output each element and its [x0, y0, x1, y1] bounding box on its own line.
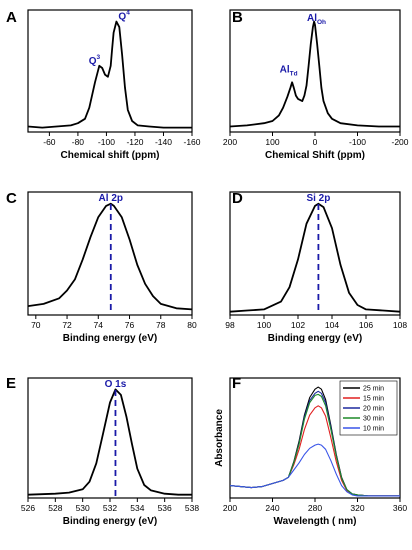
panel-b-x-tick-label: 200 — [223, 137, 237, 147]
panel-b: B 200 100 0 -100 -200 Chemical Shift (ppm) AlTd… — [223, 9, 409, 161]
panel-d-x-tick-label: 106 — [359, 320, 373, 330]
panel-a-frame — [27, 9, 193, 133]
panel-c-x-tick-label: 70 — [31, 320, 41, 330]
panel-c-series-line — [27, 202, 193, 311]
panel-a-peak-label: Q3 — [89, 54, 101, 67]
panel-d-x-tick-label: 104 — [325, 320, 339, 330]
panel-f-x-tick-label: 320 — [350, 503, 364, 513]
panel-e-frame — [27, 377, 193, 499]
panel-c-x-axis-label: Binding energy (eV) — [63, 333, 157, 344]
panel-b-x-tick-label: 100 — [265, 137, 279, 147]
panel-c-frame — [27, 191, 193, 316]
panel-d-x-tick-label: 100 — [257, 320, 271, 330]
panel-e-x-tick-label: 538 — [185, 503, 199, 513]
panel-c-x-tick-label: 76 — [125, 320, 135, 330]
panel-f-x-axis-label: Wavelength ( nm) — [274, 516, 357, 527]
panel-d-frame — [229, 191, 401, 316]
panel-e: E 526 528 530 532 534 536 538 Binding energy (eV… — [6, 375, 199, 527]
legend-label: 10 min — [363, 426, 384, 433]
panel-a-x-axis-label: Chemical shift (ppm) — [61, 150, 160, 161]
panel-a-letter: A — [6, 9, 17, 26]
panel-b-series-line — [229, 20, 400, 128]
panel-b-x-tick-label: 0 — [313, 137, 318, 147]
panel-e-series-line — [27, 388, 192, 496]
panel-a-series-line — [27, 20, 192, 129]
panel-b-letter: B — [232, 9, 243, 26]
legend-label: 30 min — [363, 416, 384, 423]
panel-f-x-tick-label: 280 — [308, 503, 322, 513]
panel-c-x-tick-label: 80 — [187, 320, 197, 330]
panel-d-x-tick-label: 108 — [393, 320, 407, 330]
panel-e-x-tick-label: 532 — [103, 503, 117, 513]
legend-label: 15 min — [363, 396, 384, 403]
panel-e-x-axis-label: Binding energy (eV) — [63, 516, 157, 527]
panel-e-x-tick-label: 526 — [21, 503, 35, 513]
panel-e-x-tick-label: 534 — [130, 503, 144, 513]
panel-e-x-tick-label: 528 — [48, 503, 62, 513]
panel-f-legend: 25 min 15 min 20 min 30 min 10 min — [339, 380, 398, 436]
panel-e-peak-label: O 1s — [105, 379, 127, 390]
panel-f-x-tick-label: 360 — [393, 503, 407, 513]
panel-a-x-tick-label: -120 — [126, 137, 143, 147]
panel-c-letter: C — [6, 190, 17, 207]
panel-b-peak-label: AlOh — [307, 13, 326, 26]
panel-a-x-tick-label: -100 — [98, 137, 115, 147]
panel-d-x-tick-label: 98 — [225, 320, 235, 330]
panel-a-x-tick-label: -140 — [155, 137, 172, 147]
panel-a-x-tick-label: -80 — [72, 137, 85, 147]
panel-a: A -60 -80 -100 -120 -140 -160 Chemical shift (p… — [6, 9, 201, 161]
panel-c-peak-label: Al 2p — [99, 193, 123, 204]
panel-f-x-tick-label: 200 — [223, 503, 237, 513]
panel-d-letter: D — [232, 190, 243, 207]
legend-label: 25 min — [363, 386, 384, 393]
panel-b-x-tick-label: -200 — [391, 137, 408, 147]
panel-b-x-tick-label: -100 — [349, 137, 366, 147]
panel-a-x-tick-label: -160 — [183, 137, 200, 147]
panel-e-x-tick-label: 536 — [158, 503, 172, 513]
panel-c: C 70 72 74 76 78 80 Binding energy (eV) Al 2p — [6, 190, 197, 344]
panel-e-x-tick-label: 530 — [76, 503, 90, 513]
panel-d-series-line — [229, 202, 401, 313]
panel-f-letter: F — [232, 375, 241, 392]
panel-a-peak-label: Q4 — [118, 10, 130, 23]
panel-e-letter: E — [6, 375, 16, 392]
panel-f: F 200 240 280 320 360 Wavelength ( nm) Absorban… — [214, 375, 407, 527]
panel-d-x-tick-label: 102 — [291, 320, 305, 330]
panel-a-x-tick-label: -60 — [43, 137, 56, 147]
panel-c-x-tick-label: 78 — [156, 320, 166, 330]
panel-c-x-tick-label: 74 — [94, 320, 104, 330]
panel-f-x-tick-label: 240 — [265, 503, 279, 513]
panel-d-x-axis-label: Binding energy (eV) — [268, 333, 362, 344]
panel-d-peak-label: Si 2p — [306, 193, 330, 204]
panel-d: D 98 100 102 104 106 108 Binding energy (eV) Si … — [225, 190, 407, 344]
panel-f-series-10-min — [229, 443, 400, 497]
panel-f-y-axis-label: Absorbance — [214, 409, 225, 467]
legend-label: 20 min — [363, 406, 384, 413]
panel-b-peak-label: AlTd — [280, 64, 298, 77]
panel-b-x-axis-label: Chemical Shift (ppm) — [265, 150, 365, 161]
panel-c-x-tick-label: 72 — [62, 320, 72, 330]
